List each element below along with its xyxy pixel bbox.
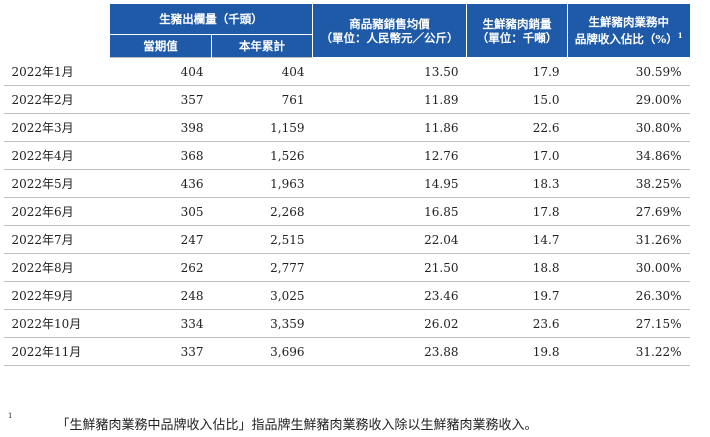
table-body: 2022年1月 404 404 13.50 17.9 30.59% 2022年2月 357 76…	[3, 57, 690, 366]
row-month: 2022年7月	[3, 225, 110, 254]
row-avg-price: 11.89	[312, 85, 467, 114]
row-month: 2022年6月	[3, 197, 110, 226]
table-row: 2022年11月 337 3,696 23.88 19.8 31.22%	[3, 337, 690, 366]
row-avg-price: 22.04	[312, 225, 467, 254]
row-period-value: 305	[109, 197, 212, 226]
row-ytd: 1,159	[211, 113, 313, 142]
row-month: 2022年8月	[3, 253, 110, 282]
row-month: 2022年5月	[3, 169, 110, 198]
row-period-value: 436	[109, 169, 212, 198]
row-brand-share: 30.00%	[567, 253, 690, 282]
row-brand-share: 27.15%	[567, 309, 690, 338]
header-pork-line1: 生鮮豬肉銷量	[482, 16, 552, 31]
row-ytd: 1,963	[211, 169, 313, 198]
footnote-text: 「生鮮豬肉業務中品牌收入佔比」指品牌生鮮豬肉業務收入除以生鮮豬肉業務收入。	[56, 418, 538, 433]
header-brand-line1: 生鮮豬肉業務中	[588, 15, 670, 30]
row-ytd: 1,526	[211, 141, 313, 170]
table-row: 2022年9月 248 3,025 23.46 19.7 26.30%	[3, 281, 690, 310]
row-period-value: 337	[109, 337, 212, 366]
row-pork-volume: 15.0	[466, 85, 568, 114]
row-ytd: 2,777	[211, 253, 313, 282]
row-pork-volume: 14.7	[466, 225, 568, 254]
row-period-value: 398	[109, 113, 212, 142]
row-avg-price: 13.50	[312, 57, 467, 86]
header-sales-volume: 生豬出欄量（千頭）	[109, 4, 313, 35]
row-month: 2022年2月	[3, 85, 110, 114]
header-brand-footnote-marker: 1	[677, 31, 683, 41]
row-ytd: 761	[211, 85, 313, 114]
row-ytd: 3,696	[211, 337, 313, 366]
row-pork-volume: 17.8	[466, 197, 568, 226]
table-row: 2022年1月 404 404 13.50 17.9 30.59%	[3, 57, 690, 86]
row-period-value: 248	[109, 281, 212, 310]
row-pork-volume: 18.3	[466, 169, 568, 198]
row-avg-price: 12.76	[312, 141, 467, 170]
row-brand-share: 31.26%	[567, 225, 690, 254]
row-ytd: 3,359	[211, 309, 313, 338]
row-month: 2022年1月	[3, 57, 110, 86]
row-ytd: 2,515	[211, 225, 313, 254]
footnote-marker: 1	[8, 412, 13, 420]
row-brand-share: 29.00%	[567, 85, 690, 114]
row-avg-price: 26.02	[312, 309, 467, 338]
table-row: 2022年6月 305 2,268 16.85 17.8 27.69%	[3, 197, 690, 226]
row-avg-price: 23.46	[312, 281, 467, 310]
row-month: 2022年9月	[3, 281, 110, 310]
row-avg-price: 11.86	[312, 113, 467, 142]
header-ytd: 本年累計	[211, 34, 313, 58]
row-brand-share: 31.22%	[567, 337, 690, 366]
row-ytd: 2,268	[211, 197, 313, 226]
table-row: 2022年2月 357 761 11.89 15.0 29.00%	[3, 85, 690, 114]
header-brand-line2-wrap: 品牌收入佔比（%）1	[568, 29, 690, 46]
row-period-value: 262	[109, 253, 212, 282]
row-brand-share: 26.30%	[567, 281, 690, 310]
row-month: 2022年3月	[3, 113, 110, 142]
row-month: 2022年11月	[3, 337, 110, 366]
corner-cell	[3, 4, 110, 58]
footnote: 1 「生鮮豬肉業務中品牌收入佔比」指品牌生鮮豬肉業務收入除以生鮮豬肉業務收入。	[8, 412, 538, 433]
header-avg-price: 商品豬銷售均價 （單位：人民幣元／公斤）	[312, 4, 467, 58]
row-period-value: 357	[109, 85, 212, 114]
row-avg-price: 16.85	[312, 197, 467, 226]
table-header: 生豬出欄量（千頭） 商品豬銷售均價 （單位：人民幣元／公斤） 生鮮豬肉銷量 （單…	[3, 4, 690, 58]
row-pork-volume: 18.8	[466, 253, 568, 282]
table-row: 2022年3月 398 1,159 11.86 22.6 30.80%	[3, 113, 690, 142]
row-brand-share: 38.25%	[567, 169, 690, 198]
header-avg-price-line1: 商品豬銷售均價	[349, 16, 430, 31]
row-ytd: 404	[211, 57, 313, 86]
row-pork-volume: 22.6	[466, 113, 568, 142]
table-row: 2022年5月 436 1,963 14.95 18.3 38.25%	[3, 169, 690, 198]
row-pork-volume: 17.9	[466, 57, 568, 86]
row-period-value: 247	[109, 225, 212, 254]
header-brand-line2: 品牌收入佔比（%）	[574, 31, 678, 46]
row-month: 2022年10月	[3, 309, 110, 338]
row-avg-price: 14.95	[312, 169, 467, 198]
table-row: 2022年10月 334 3,359 26.02 23.6 27.15%	[3, 309, 690, 338]
row-pork-volume: 23.6	[466, 309, 568, 338]
monthly-sales-table: 生豬出欄量（千頭） 商品豬銷售均價 （單位：人民幣元／公斤） 生鮮豬肉銷量 （單…	[3, 4, 690, 366]
row-period-value: 404	[109, 57, 212, 86]
table-row: 2022年8月 262 2,777 21.50 18.8 30.00%	[3, 253, 690, 282]
header-avg-price-line2: （單位：人民幣元／公斤）	[320, 30, 459, 45]
header-pork-volume: 生鮮豬肉銷量 （單位：千噸）	[466, 4, 568, 58]
row-brand-share: 30.80%	[567, 113, 690, 142]
row-brand-share: 30.59%	[567, 57, 690, 86]
table-row: 2022年7月 247 2,515 22.04 14.7 31.26%	[3, 225, 690, 254]
row-pork-volume: 19.8	[466, 337, 568, 366]
row-avg-price: 23.88	[312, 337, 467, 366]
row-brand-share: 34.86%	[567, 141, 690, 170]
row-ytd: 3,025	[211, 281, 313, 310]
row-month: 2022年4月	[3, 141, 110, 170]
row-period-value: 368	[109, 141, 212, 170]
row-pork-volume: 19.7	[466, 281, 568, 310]
table-row: 2022年4月 368 1,526 12.76 17.0 34.86%	[3, 141, 690, 170]
row-period-value: 334	[109, 309, 212, 338]
row-pork-volume: 17.0	[466, 141, 568, 170]
header-period-value: 當期值	[109, 34, 212, 58]
row-brand-share: 27.69%	[567, 197, 690, 226]
header-pork-line2: （單位：千噸）	[476, 30, 558, 45]
header-brand-share: 生鮮豬肉業務中 品牌收入佔比（%）1	[567, 4, 690, 58]
row-avg-price: 21.50	[312, 253, 467, 282]
